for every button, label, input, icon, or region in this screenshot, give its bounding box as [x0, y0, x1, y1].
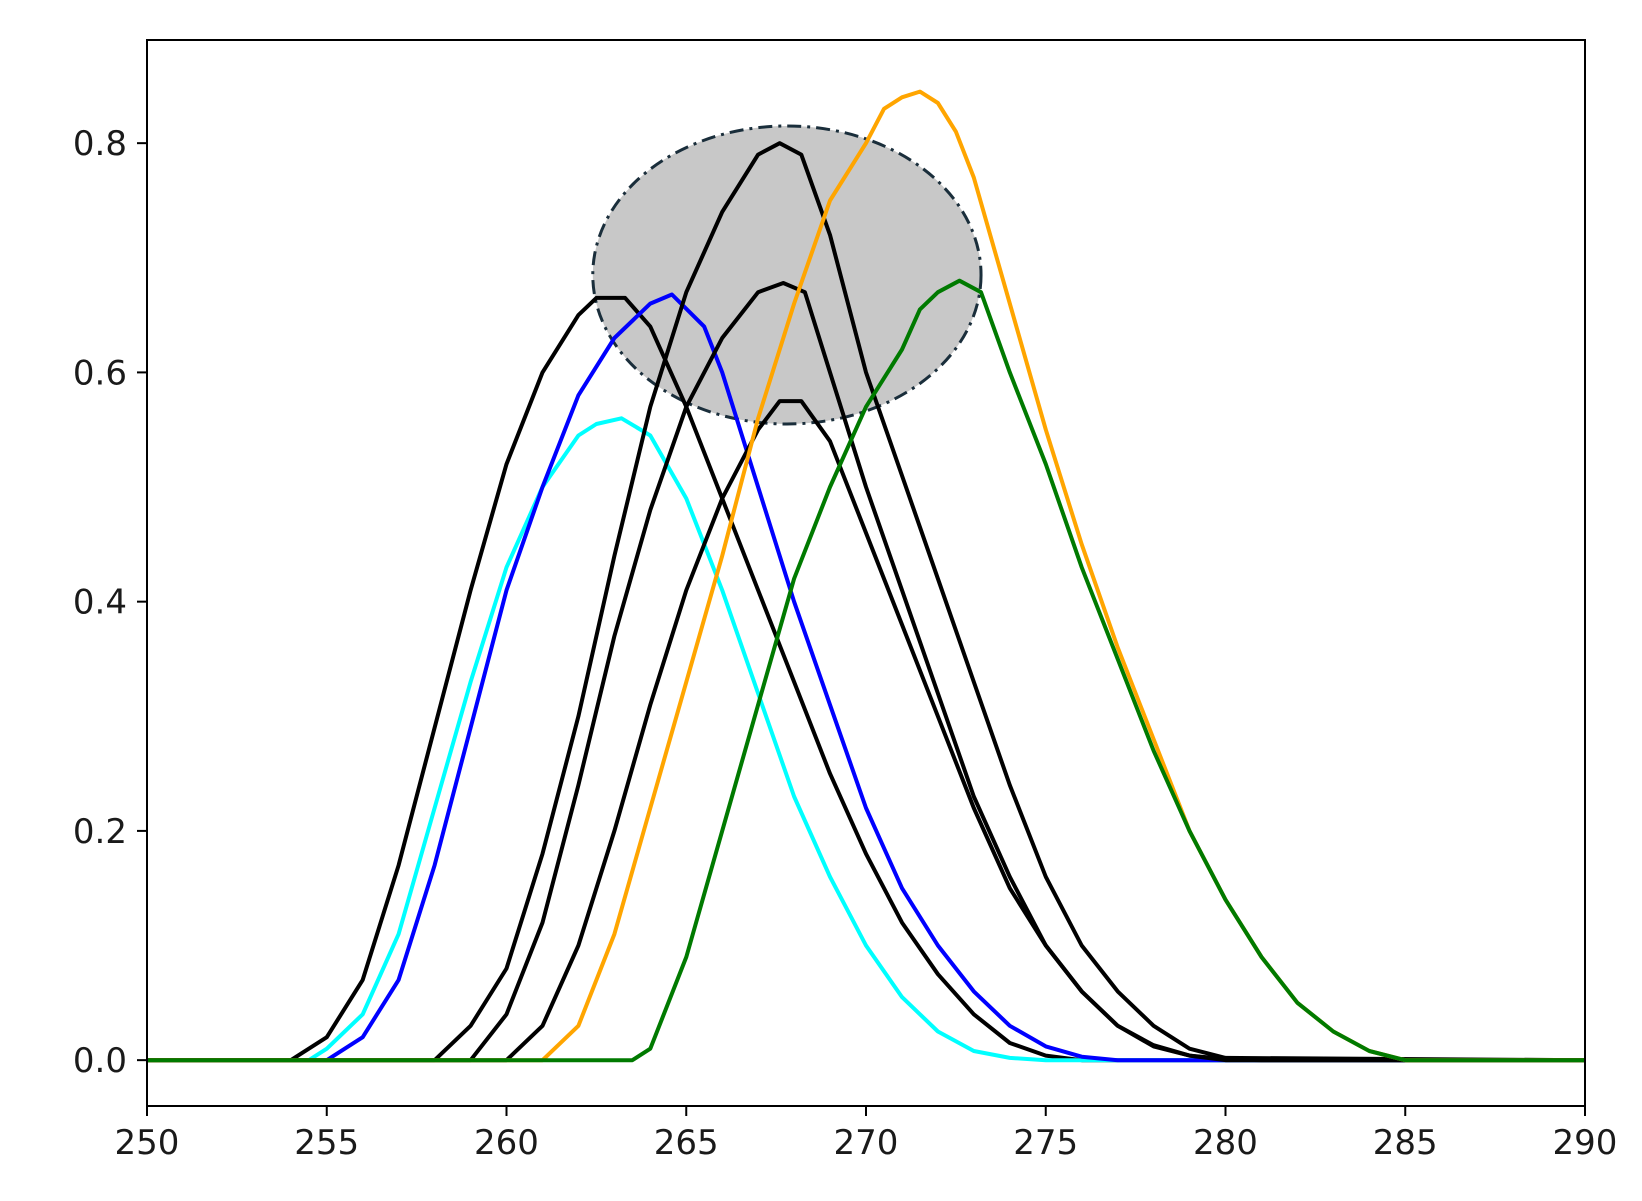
x-tick-label-290: 290 [1553, 1123, 1618, 1163]
series-line-2 [147, 416, 1585, 1063]
y-tick-label-3: 0.6 [73, 353, 127, 393]
series-line-6 [147, 399, 1585, 1063]
axes-layer: 250 255 260 265 270 275 280 285 290 0.0 0.2 0.4 0.6 0… [73, 39, 1618, 1163]
y-tick-label-0: 0.0 [73, 1041, 127, 1081]
x-tick-label-255: 255 [294, 1123, 359, 1163]
series-line-1 [147, 295, 1585, 1063]
x-tick-label-260: 260 [474, 1123, 539, 1163]
y-tick-label-1: 0.2 [73, 812, 127, 852]
series-line-3 [147, 292, 1585, 1063]
x-tick-label-250: 250 [115, 1123, 180, 1163]
highlight-ellipse [591, 124, 983, 426]
series-line-8 [147, 278, 1585, 1063]
x-tick-label-275: 275 [1013, 1123, 1078, 1163]
highlight-layer [591, 124, 983, 426]
series-layer [147, 89, 1585, 1063]
y-tick-label-2: 0.4 [73, 583, 127, 623]
x-tick-label-280: 280 [1193, 1123, 1258, 1163]
x-tick-label-285: 285 [1373, 1123, 1438, 1163]
x-tick-label-265: 265 [654, 1123, 719, 1163]
x-tick-label-270: 270 [834, 1123, 899, 1163]
series-line-4 [147, 141, 1585, 1063]
y-tick-label-4: 0.8 [73, 124, 127, 164]
